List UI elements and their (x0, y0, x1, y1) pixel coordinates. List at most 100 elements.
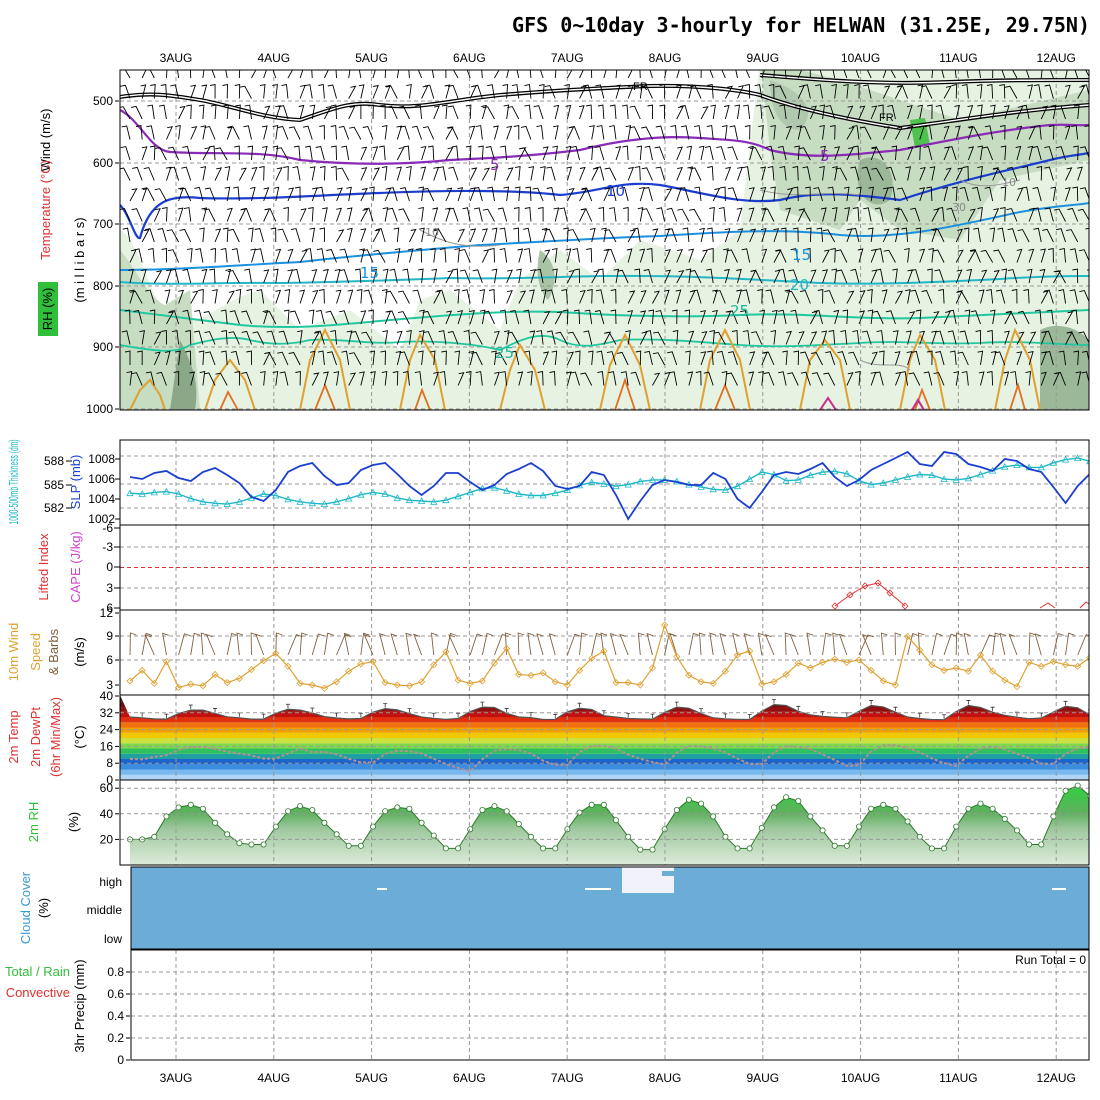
upper-barb (212, 289, 218, 304)
upper-barb (399, 351, 410, 366)
upper-barb (279, 371, 289, 386)
upper-barb (827, 186, 836, 202)
upper-barb (1040, 105, 1048, 120)
upper-barb (664, 188, 673, 202)
upper-barb (954, 104, 960, 120)
upper-barb (1074, 104, 1080, 120)
wind10m-barb (178, 633, 191, 656)
upper-barb (586, 104, 593, 120)
upper-barb (644, 350, 653, 366)
wind10m-barb (955, 632, 963, 656)
upper-barb (716, 146, 726, 161)
upper-barb (388, 187, 398, 202)
temp-band (120, 759, 1089, 765)
isotherm-label-15a: 15 (360, 264, 379, 282)
upper-barb (225, 268, 231, 284)
upper-barb (641, 167, 653, 181)
thickness-marker (1074, 454, 1082, 461)
upper-barb (1072, 186, 1079, 202)
upper-barb (469, 125, 476, 140)
upper-barb (532, 187, 544, 202)
upper-barb (275, 167, 283, 181)
upper-barb (684, 309, 691, 325)
upper-barb (1007, 228, 1018, 243)
upper-barb (554, 70, 557, 79)
upper-barb (721, 371, 728, 386)
upper-barb (639, 70, 641, 79)
upper-barb (655, 125, 666, 140)
upper-barb (676, 146, 683, 161)
wind10m-marker (904, 632, 912, 640)
rh2m-marker (345, 842, 352, 849)
upper-barb (135, 124, 143, 140)
upper-barb (1033, 84, 1042, 99)
wind10m-marker (162, 657, 171, 666)
upper-barb (525, 186, 532, 202)
upper-barb (772, 309, 778, 325)
upper-barb (906, 351, 913, 366)
upper-barb (474, 207, 483, 222)
upper-barb (272, 268, 279, 284)
upper-barb (989, 227, 996, 243)
upper-barb (199, 227, 205, 243)
upper-barb (420, 146, 427, 161)
temp-max-marker (261, 713, 266, 719)
rh2m-marker (1086, 793, 1089, 799)
upper-barb (1064, 125, 1071, 140)
upper-barb (302, 125, 313, 140)
wind10m-marker (855, 656, 863, 664)
upper-barb (408, 70, 410, 79)
upper-barb (1048, 247, 1054, 263)
upper-barb (736, 289, 742, 304)
upper-barb (185, 329, 192, 345)
upper-barb (1056, 146, 1066, 161)
wind10m-marker (126, 677, 134, 685)
upper-barb (609, 104, 617, 120)
upper-barb (1058, 289, 1066, 304)
upper-barb (412, 289, 423, 304)
wind10m-barb (619, 633, 629, 656)
upper-barb (290, 228, 301, 243)
upper-barb (907, 125, 914, 140)
upper-barb (885, 166, 896, 181)
upper-barb (813, 187, 823, 202)
upper-barb (664, 70, 667, 79)
wind10m-marker (478, 677, 486, 685)
temp-band (120, 774, 1089, 780)
upper-barb (1028, 331, 1037, 345)
upper-barb (372, 229, 381, 243)
tick-label: 60 (100, 781, 114, 795)
upper-barb (246, 350, 252, 366)
upper-barb (750, 269, 763, 284)
slp-label: SLP (mb) (68, 455, 83, 510)
upper-barb (878, 104, 884, 120)
upper-barb (779, 166, 787, 181)
upper-barb (465, 370, 472, 386)
wind10m-marker (879, 677, 887, 685)
wind10m-barb (1008, 633, 1018, 656)
wind10m-marker (940, 666, 948, 674)
upper-barb (784, 289, 791, 304)
date-label-top-4: 7AUG (551, 51, 584, 65)
isotherm-label-20: 20 (790, 276, 809, 294)
upper-barb (392, 370, 399, 386)
isotherm-label-25a: 25 (730, 302, 749, 320)
tick-label: 0 (106, 773, 113, 787)
upper-barb (447, 330, 459, 345)
upper-barb (1000, 206, 1006, 222)
wind10m-barbs (129, 632, 1089, 656)
cloud-gap (622, 867, 674, 893)
upper-barb (209, 268, 216, 284)
upper-barb (177, 70, 180, 79)
temp-band (120, 764, 1089, 770)
upper-barb (737, 85, 745, 99)
rh2m-marker (771, 804, 778, 811)
upper-barb (591, 167, 599, 181)
thickness-marker (357, 490, 365, 498)
cloud-level-low: low (104, 932, 122, 946)
upper-barb (656, 207, 666, 222)
upper-barb (639, 331, 648, 345)
upper-barb (751, 331, 763, 345)
upper-barb (819, 70, 823, 79)
rh2m-marker (236, 840, 243, 847)
